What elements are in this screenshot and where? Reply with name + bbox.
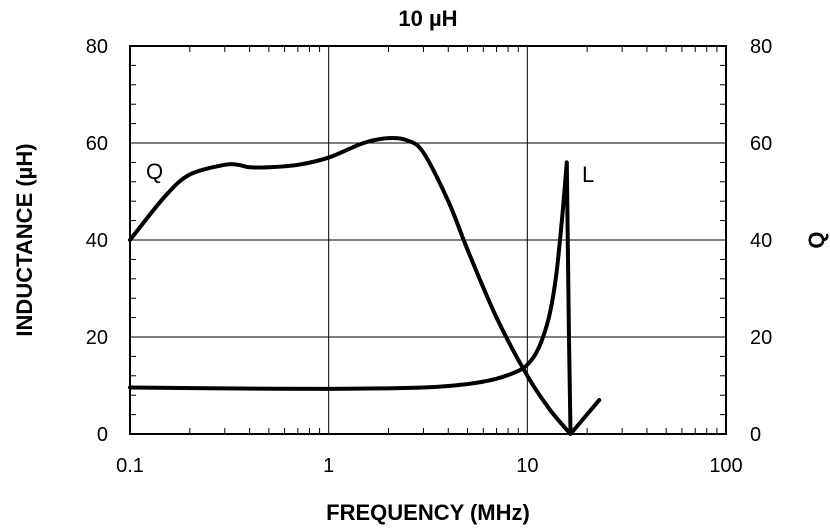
y2-tick-label: 0 <box>750 424 761 446</box>
y-tick-label: 60 <box>86 133 108 155</box>
series-line-q <box>128 136 573 436</box>
x-tick-label: 1 <box>323 455 334 477</box>
y-tick-label: 0 <box>97 424 108 446</box>
x-tick-label: 100 <box>709 455 742 477</box>
y-tick-label: 20 <box>86 327 108 349</box>
y-tick-label: 80 <box>86 36 108 58</box>
y-tick-label: 40 <box>86 230 108 252</box>
x-axis-title: FREQUENCY (MHz) <box>326 500 530 525</box>
x-tick-label: 0.1 <box>116 455 144 477</box>
series-label-l: L <box>582 162 594 187</box>
grid <box>130 46 726 434</box>
tick-labels: 0 20 40 60 80 0 20 40 60 80 0.1 1 10 100 <box>86 36 773 477</box>
series-layer <box>128 136 602 436</box>
x-tick-label: 10 <box>516 455 538 477</box>
chart-title: 10 µH <box>398 6 457 31</box>
y-axis-title: INDUCTANCE (µH) <box>12 143 37 336</box>
y2-tick-label: 40 <box>750 230 772 252</box>
y2-tick-label: 80 <box>750 36 772 58</box>
y2-tick-label: 60 <box>750 133 772 155</box>
y2-axis-title: Q <box>804 231 829 248</box>
series-line-l <box>128 160 602 436</box>
series-label-q: Q <box>146 159 163 184</box>
y2-tick-label: 20 <box>750 327 772 349</box>
